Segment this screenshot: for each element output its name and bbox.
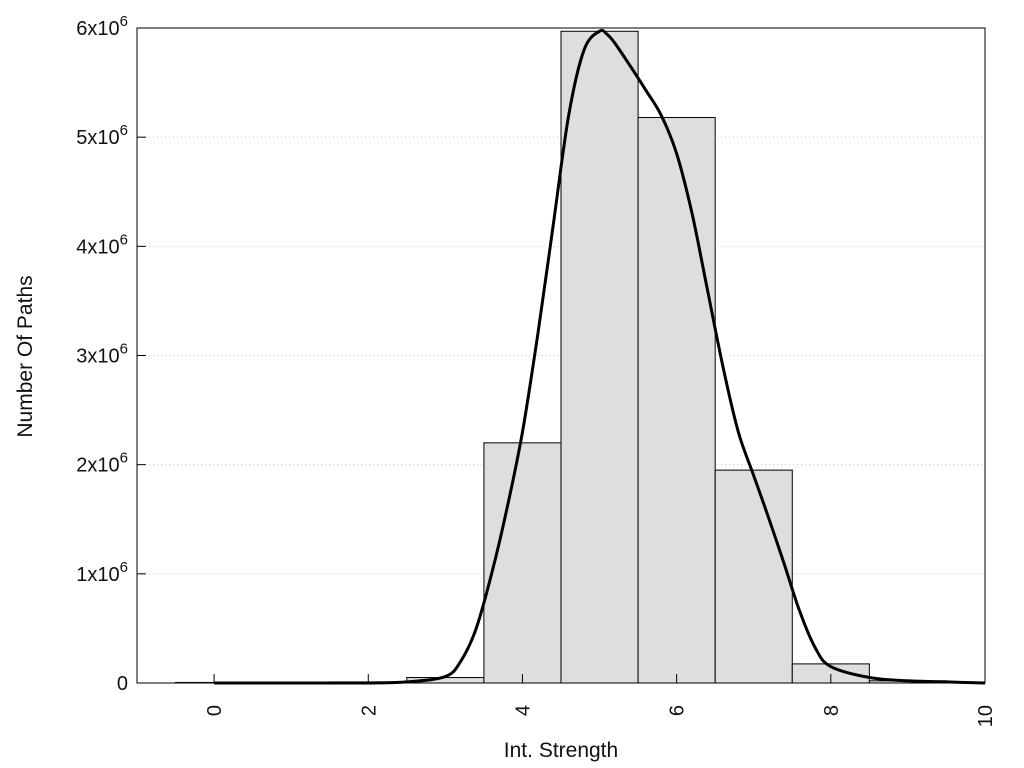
fit-curve-layer bbox=[214, 28, 986, 685]
y-tick-label: 5x106 bbox=[76, 122, 128, 149]
histogram-bar bbox=[637, 117, 716, 684]
x-tick-label: 0 bbox=[204, 705, 226, 716]
y-axis-ticks: 0 1x106 2x106 3x106 4x106 5x106 6x106 bbox=[76, 13, 146, 695]
x-tick-label: 8 bbox=[821, 705, 843, 716]
fit-curve bbox=[214, 28, 986, 685]
y-tick-label: 2x106 bbox=[76, 450, 128, 477]
y-tick-label: 3x106 bbox=[76, 341, 128, 368]
y-tick-label: 0 bbox=[117, 673, 128, 695]
x-tick-label: 4 bbox=[512, 705, 534, 716]
x-axis-title: Int. Strength bbox=[504, 739, 618, 762]
y-tick-label: 4x106 bbox=[76, 231, 128, 258]
x-tick-label: 10 bbox=[975, 705, 997, 727]
histogram-bar bbox=[714, 469, 793, 684]
y-tick-label: 1x106 bbox=[76, 559, 128, 586]
histogram-bars bbox=[175, 30, 947, 684]
x-axis-ticks: 0 2 4 6 8 10 bbox=[204, 674, 997, 727]
histogram-bar bbox=[560, 30, 639, 684]
x-tick-label: 6 bbox=[667, 705, 689, 716]
y-tick-label: 6x106 bbox=[76, 13, 128, 40]
x-tick-label: 2 bbox=[358, 705, 380, 716]
y-axis-title: Number Of Paths bbox=[14, 275, 37, 437]
